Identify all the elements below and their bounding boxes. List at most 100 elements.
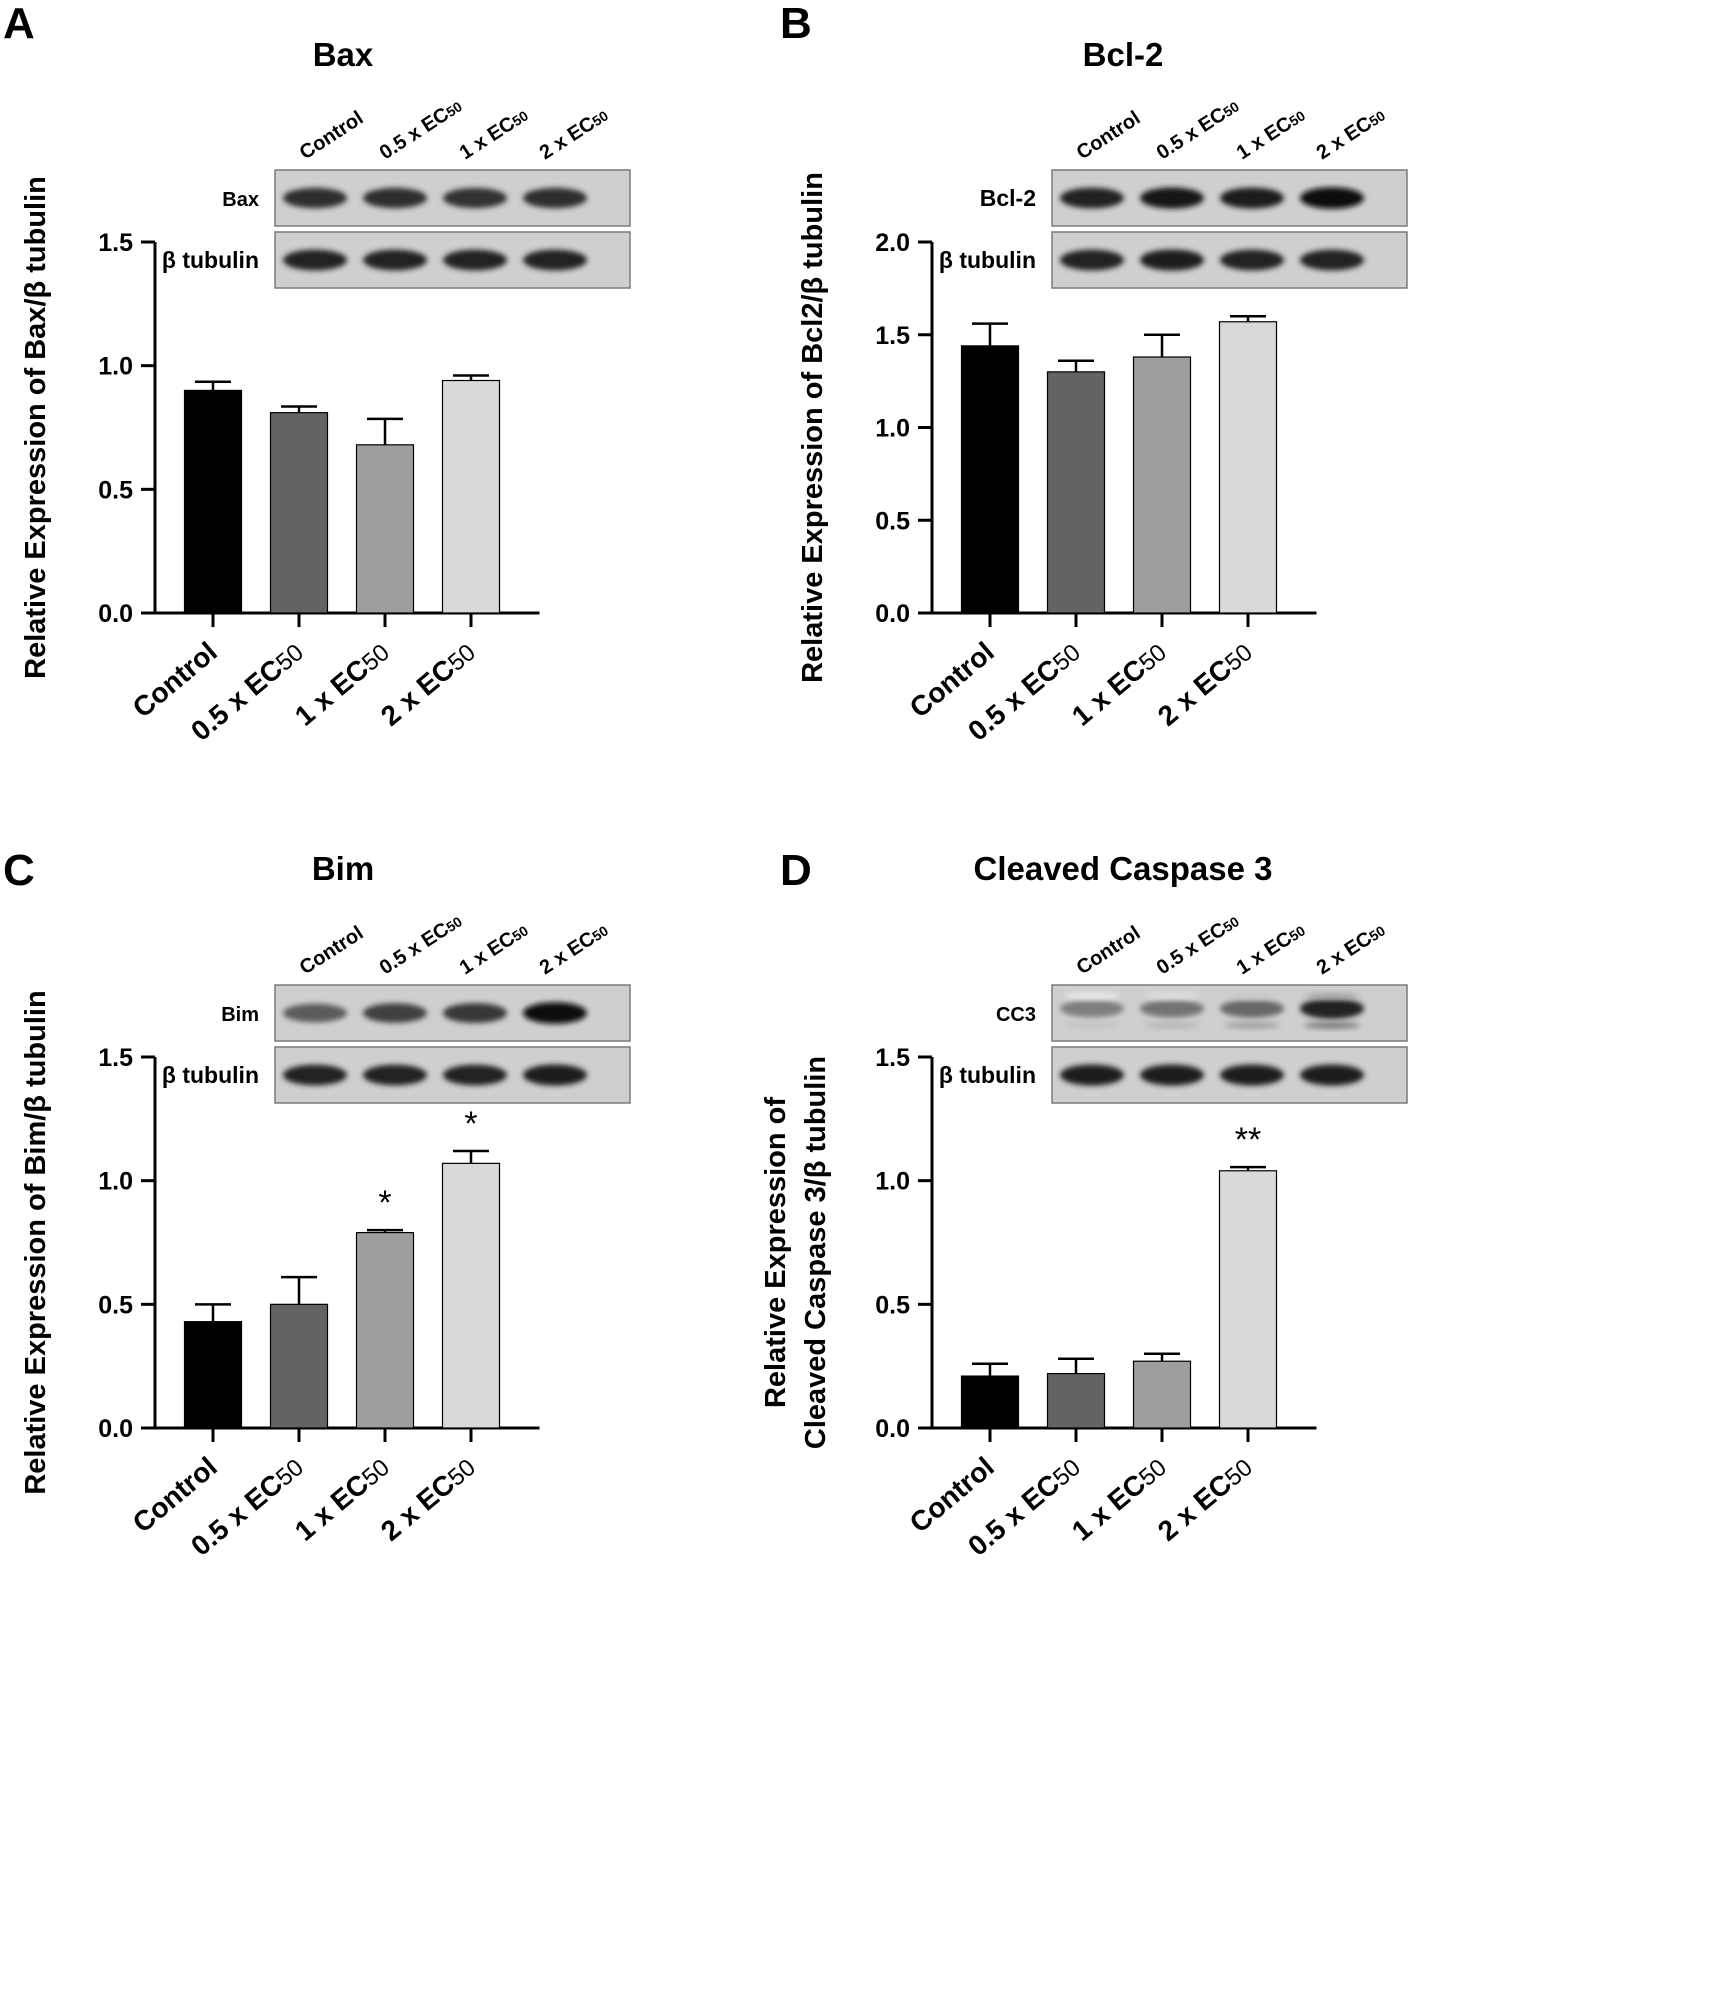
y-tick-label: 0.0	[875, 600, 910, 628]
lane-label-sub: 50	[1366, 107, 1388, 129]
panel-a: A Bax 0.0 0.5 1.0 1.5 Relative Expression of B…	[3, 0, 631, 747]
blot-band	[363, 187, 427, 209]
lane-label-main: 0.5 x EC	[376, 918, 453, 979]
y-tick-label: 1.5	[875, 322, 910, 350]
y-tick-label: 1.5	[98, 229, 133, 257]
lane-label-sub: 50	[1286, 922, 1308, 944]
lane-label-main: 2 x EC	[1313, 112, 1376, 164]
x-tick-label: 2 x EC50	[375, 636, 481, 732]
y-tick-label: 1.0	[98, 353, 133, 381]
blot-row-label: β tubulin	[162, 1062, 259, 1088]
bar	[1132, 1360, 1192, 1429]
lane-label-sub: 50	[1366, 922, 1388, 944]
blot-band	[443, 187, 507, 209]
blot-row-label: Bim	[221, 1004, 259, 1026]
lane-label: 2 x EC50	[536, 104, 613, 164]
lane-label: Control	[1073, 922, 1145, 979]
bar	[1218, 321, 1278, 614]
bar	[183, 389, 243, 614]
lane-label-main: Control	[296, 107, 368, 164]
blot-band	[363, 1064, 427, 1086]
lane-label-main: 0.5 x EC	[1153, 918, 1230, 979]
blot-band	[1060, 1064, 1124, 1086]
lane-label-main: Control	[296, 922, 368, 979]
blot-band-lower	[1304, 1021, 1360, 1029]
x-tick-label: 2 x EC50	[1152, 636, 1258, 732]
blot-row-label: β tubulin	[939, 1062, 1036, 1088]
blot-band	[1220, 249, 1284, 271]
chart-title: Cleaved Caspase 3	[973, 850, 1272, 887]
blot-band	[1140, 999, 1204, 1018]
y-axis-label: Relative Expression of Bax/β tubulin	[20, 176, 52, 679]
blot-band	[283, 1003, 347, 1023]
lane-label-sub: 50	[1286, 107, 1308, 129]
lane-label: 0.5 x EC50	[1153, 910, 1243, 979]
y-tick-label: 0.5	[875, 507, 910, 535]
lane-label-main: 1 x EC	[456, 927, 519, 979]
significance-marker: *	[378, 1184, 391, 1222]
blot-band	[523, 249, 587, 271]
blot-band	[283, 1064, 347, 1086]
blot-band	[1060, 999, 1124, 1018]
blot-band	[523, 187, 587, 209]
bar	[183, 1321, 243, 1429]
lane-label: 0.5 x EC50	[376, 95, 466, 164]
lane-label: 1 x EC50	[1233, 919, 1310, 979]
lane-label: 2 x EC50	[1313, 104, 1390, 164]
bar	[960, 1375, 1020, 1429]
panel-letter: B	[780, 0, 812, 48]
y-tick-label: 0.5	[875, 1291, 910, 1319]
chart-title: Bcl-2	[1083, 36, 1164, 73]
y-tick-label: 0.0	[875, 1415, 910, 1443]
lane-label-sub: 50	[589, 922, 611, 944]
lane-label-main: 2 x EC	[536, 112, 599, 164]
panel-d: D Cleaved Caspase 3 0.0 0.5 1.0 1.5 Relative E…	[760, 846, 1408, 1562]
y-tick-label: 1.0	[875, 415, 910, 443]
blot-band	[283, 249, 347, 271]
blot-band	[1060, 187, 1124, 209]
lane-label-main: 1 x EC	[456, 112, 519, 164]
lane-label-main: 1 x EC	[1233, 927, 1296, 979]
blot-band	[1220, 999, 1284, 1018]
chart-title: Bax	[313, 36, 374, 73]
blot-band	[443, 1003, 507, 1023]
bar	[269, 412, 329, 614]
bar	[1218, 1170, 1278, 1429]
panel-letter: A	[3, 0, 35, 48]
x-tick-label: 1 x EC50	[1066, 1451, 1172, 1547]
blot-band	[1300, 249, 1364, 271]
x-tick-label: 1 x EC50	[289, 636, 395, 732]
lane-label: 2 x EC50	[1313, 919, 1390, 979]
y-axis-label: Relative Expression of Bcl2/β tubulin	[797, 172, 829, 683]
blot-band	[1140, 1064, 1204, 1086]
lane-label-main: 0.5 x EC	[376, 103, 453, 164]
bar	[441, 1162, 501, 1429]
blot-row-label: β tubulin	[939, 247, 1036, 273]
blot-band	[1300, 998, 1364, 1019]
y-tick-label: 1.5	[875, 1044, 910, 1072]
blot-band	[523, 1002, 587, 1024]
blot-band-upper	[1064, 992, 1120, 1000]
y-tick-label: 0.5	[98, 476, 133, 504]
lane-label-sub: 50	[443, 913, 465, 935]
bar	[960, 345, 1020, 614]
y-axis-label-line2: Cleaved Caspase 3/β tubulin	[800, 1056, 832, 1449]
panel-letter: C	[3, 846, 35, 895]
blot-row-label: β tubulin	[162, 247, 259, 273]
panel-letter: D	[780, 846, 812, 895]
blot-band-upper	[1304, 992, 1360, 1000]
blot-row-label: Bax	[222, 189, 259, 211]
x-tick-label: 2 x EC50	[1152, 1451, 1258, 1547]
x-tick-label: 1 x EC50	[289, 1451, 395, 1547]
y-tick-label: 0.0	[98, 1415, 133, 1443]
bar	[1046, 1372, 1106, 1429]
y-tick-label: 0.0	[98, 600, 133, 628]
y-tick-label: 0.5	[98, 1291, 133, 1319]
lane-label: 0.5 x EC50	[1153, 95, 1243, 164]
bar	[441, 379, 501, 614]
lane-label: Control	[1073, 107, 1145, 164]
lane-label-sub: 50	[509, 107, 531, 129]
significance-marker: **	[1235, 1121, 1261, 1159]
lane-label: 2 x EC50	[536, 919, 613, 979]
bar	[1132, 356, 1192, 614]
